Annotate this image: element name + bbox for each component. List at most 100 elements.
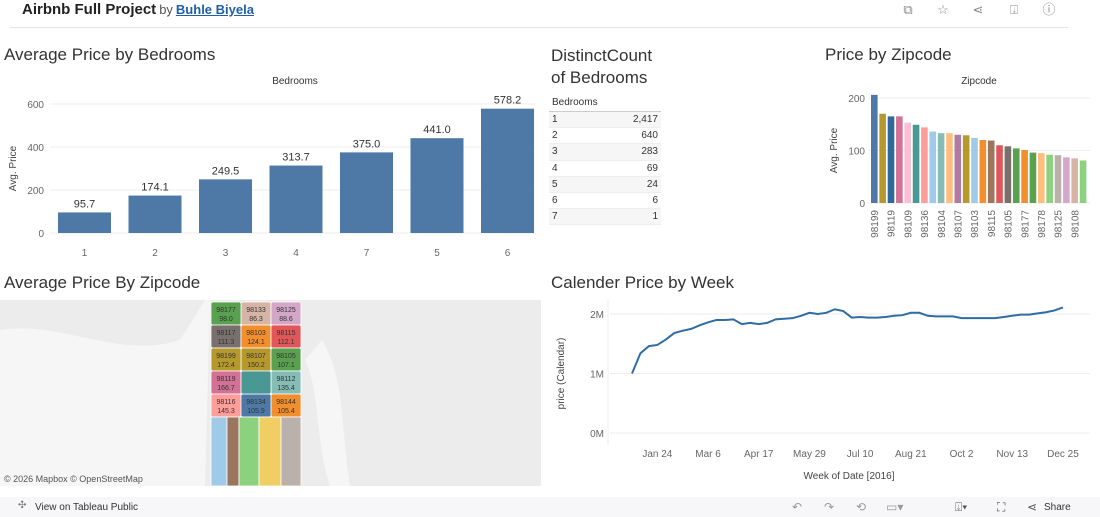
row-count: 1	[652, 211, 658, 223]
x-tick-label: 98178	[1037, 210, 1048, 238]
table-row: 5 24	[549, 176, 661, 193]
revert-icon[interactable]: ⟲	[856, 500, 867, 514]
row-count: 2,417	[632, 114, 658, 125]
by-text: by	[159, 2, 173, 17]
x-tick-label: Dec 25	[1047, 449, 1079, 460]
x-tick-label: 98105	[1004, 210, 1015, 238]
x-tick-label: 98107	[954, 210, 965, 238]
bar	[1071, 158, 1078, 203]
x-tick-label: 98103	[970, 210, 981, 238]
bar	[971, 137, 978, 203]
region-zip-label: 98103	[246, 330, 266, 337]
data-label: 95.7	[74, 198, 95, 210]
row-bedrooms: 1	[552, 114, 558, 125]
bar	[1021, 149, 1028, 203]
y-tick-label: 0M	[590, 429, 604, 440]
dashboard-title: Airbnb Full Project by Buhle Biyela	[22, 1, 254, 18]
bar	[58, 212, 111, 233]
bar	[929, 131, 937, 203]
y-axis-title: price (Calendar)	[556, 338, 567, 410]
region-zip-label: 98199	[216, 353, 236, 360]
bar	[1012, 148, 1020, 203]
y-axis-title: Avg. Price	[829, 127, 840, 173]
redo-icon[interactable]: ↷	[824, 500, 835, 514]
region-zip-label: 98125	[276, 307, 296, 314]
x-tick-label: Apr 17	[744, 449, 774, 460]
bar	[199, 179, 252, 233]
table-title-line2: of Bedrooms	[551, 68, 648, 87]
bar	[946, 133, 953, 203]
region-zip-label: 98112	[277, 376, 296, 383]
region-value-label: 86.3	[249, 316, 263, 323]
region-value-label: 150.2	[247, 362, 265, 369]
data-label: 441.0	[423, 124, 451, 136]
x-tick-label: 98199	[870, 210, 881, 238]
zipcode-region	[240, 370, 272, 395]
price-line	[631, 306, 1064, 374]
table-title: DistinctCount of Bedrooms	[551, 45, 652, 89]
region-value-label: 105.9	[247, 408, 265, 415]
row-count: 283	[641, 146, 658, 158]
table-row: 4 69	[549, 161, 661, 177]
bar	[879, 113, 886, 203]
x-tick-label: 98177	[1020, 210, 1031, 238]
x-tick-label: 98104	[937, 210, 948, 238]
share-icon[interactable]: ⋖	[972, 2, 984, 17]
data-label: 578.2	[494, 95, 522, 107]
zipcode-region	[238, 416, 260, 486]
fullscreen-icon[interactable]: ⛶	[997, 500, 1006, 514]
download-icon[interactable]: ⍗	[1010, 2, 1018, 17]
share-bottom-icon[interactable]: ⋖	[1027, 500, 1038, 514]
bar	[996, 145, 1003, 203]
bar	[1004, 146, 1012, 203]
table-title-line1: DistinctCount	[551, 46, 653, 65]
region-zip-label: 98177	[216, 307, 236, 314]
copy-icon[interactable]: ⧉	[903, 2, 913, 17]
bar	[1079, 160, 1087, 203]
bar	[1046, 154, 1053, 203]
x-tick-label: 98136	[920, 210, 931, 238]
x-tick-label: 1	[82, 248, 88, 259]
calendar-chart-title: Calender Price by Week	[551, 273, 734, 292]
x-tick-label: Jan 24	[642, 449, 672, 460]
bar	[896, 116, 903, 203]
bar	[128, 195, 182, 233]
region-value-label: 166.7	[217, 385, 235, 392]
data-label: 313.7	[282, 152, 310, 164]
table-row: 1 2,417	[549, 112, 661, 129]
refresh-icon[interactable]: ▭▾	[886, 500, 904, 514]
y-tick-label: 100	[848, 147, 865, 158]
row-bedrooms: 6	[552, 194, 558, 206]
bottom-toolbar: ✣ View on Tableau Public ↶ ↷ ⟲ ▭▾ ⍗▾ ⛶ ⋖…	[0, 497, 1100, 517]
info-icon[interactable]: ⓘ	[1042, 2, 1056, 17]
map-svg: 98133 86.3 98177 98.0 98125 88.6 98117 111.3 981…	[0, 300, 541, 486]
tableau-logo-icon: ✣	[18, 500, 27, 511]
star-icon[interactable]: ☆	[937, 2, 949, 17]
row-count: 6	[652, 194, 658, 206]
map-water-lake	[305, 340, 350, 486]
row-bedrooms: 2	[552, 130, 558, 142]
bar	[979, 140, 987, 203]
share-button[interactable]: Share	[1044, 502, 1071, 513]
download-menu-icon[interactable]: ⍗▾	[955, 500, 968, 514]
region-zip-label: 98134	[246, 399, 266, 406]
region-value-label: 135.4	[277, 385, 295, 392]
bar	[904, 122, 911, 203]
x-tick-label: 98119	[887, 210, 898, 238]
x-tick-label: 5	[434, 248, 440, 259]
table-row: 2 640	[549, 128, 661, 145]
y-tick-label: 200	[27, 186, 44, 197]
zipcode-map[interactable]: 98133 86.3 98177 98.0 98125 88.6 98117 111.3 981…	[0, 300, 541, 486]
bar	[921, 127, 928, 203]
bar	[340, 152, 393, 233]
x-tick-label: 98109	[903, 210, 914, 238]
undo-icon[interactable]: ↶	[792, 500, 803, 514]
x-tick-label: Oct 2	[950, 449, 974, 460]
region-zip-label: 98116	[217, 399, 236, 406]
bar	[1029, 152, 1037, 203]
view-on-tableau-link[interactable]: View on Tableau Public	[35, 502, 139, 513]
author-link[interactable]: Buhle Biyela	[175, 2, 254, 17]
x-tick-label: Aug 21	[895, 449, 927, 460]
